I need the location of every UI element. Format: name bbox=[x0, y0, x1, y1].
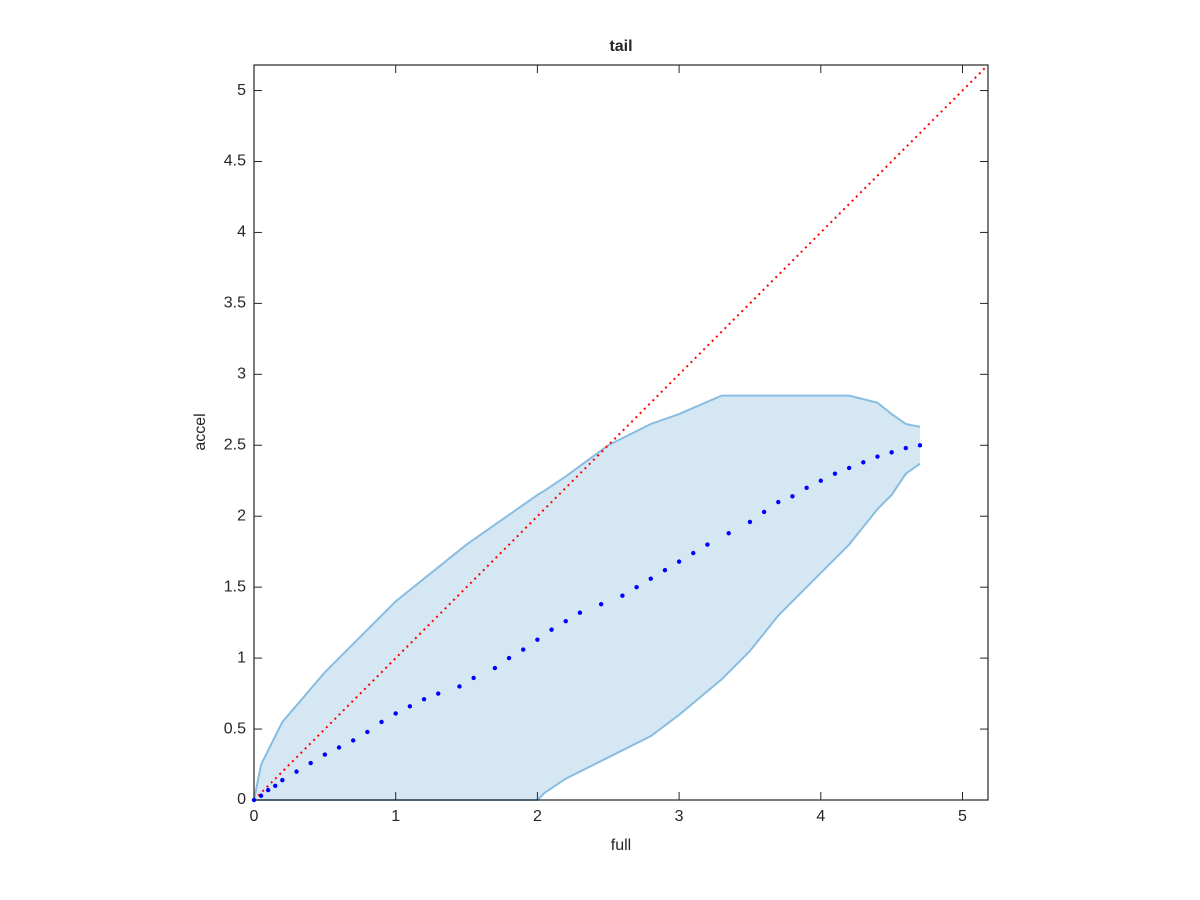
y-tick-label: 0.5 bbox=[224, 720, 246, 737]
point bbox=[832, 471, 838, 476]
point bbox=[535, 637, 540, 642]
point bbox=[691, 550, 696, 556]
x-tick-label: 5 bbox=[958, 808, 967, 825]
point bbox=[251, 797, 257, 803]
point bbox=[350, 738, 356, 743]
point bbox=[421, 697, 427, 702]
point bbox=[336, 745, 342, 750]
point bbox=[804, 485, 809, 491]
x-tick-label: 3 bbox=[675, 808, 684, 825]
band-area bbox=[254, 395, 920, 800]
y-tick-label: 1 bbox=[237, 649, 246, 666]
y-axis-label: accel bbox=[192, 413, 209, 450]
point bbox=[776, 499, 781, 505]
y-tick-label: 0 bbox=[237, 791, 246, 808]
y-tick-label: 5 bbox=[237, 82, 246, 99]
point bbox=[308, 760, 313, 766]
point bbox=[471, 675, 476, 681]
point bbox=[273, 783, 278, 789]
point bbox=[875, 454, 880, 459]
y-tick-label: 1.5 bbox=[224, 578, 246, 595]
x-tick-label: 1 bbox=[391, 808, 400, 825]
x-tick-label: 2 bbox=[533, 808, 542, 825]
y-tick-label: 4 bbox=[237, 224, 246, 241]
point bbox=[506, 655, 512, 661]
point bbox=[322, 752, 328, 757]
point bbox=[492, 665, 498, 671]
point bbox=[818, 478, 823, 483]
y-tick-label: 3.5 bbox=[224, 295, 246, 312]
point bbox=[407, 704, 413, 709]
point bbox=[861, 460, 866, 465]
point bbox=[903, 445, 909, 451]
point bbox=[365, 729, 370, 735]
point bbox=[598, 601, 604, 607]
point bbox=[761, 509, 767, 515]
point bbox=[846, 465, 852, 471]
point bbox=[379, 719, 384, 725]
point bbox=[790, 494, 795, 499]
point bbox=[294, 769, 299, 774]
y-tick-label: 3 bbox=[237, 366, 246, 383]
chart-title: tail bbox=[609, 38, 632, 55]
plot-frame bbox=[253, 64, 989, 801]
point bbox=[436, 691, 441, 696]
point bbox=[676, 559, 682, 564]
x-tick-label: 0 bbox=[250, 808, 259, 825]
reference-line bbox=[253, 64, 989, 801]
point bbox=[747, 519, 753, 525]
x-tick-label: 4 bbox=[816, 808, 825, 825]
point bbox=[549, 627, 554, 632]
y-tick-label: 2.5 bbox=[224, 436, 246, 453]
point bbox=[705, 542, 710, 547]
point bbox=[563, 619, 568, 624]
point bbox=[634, 584, 639, 590]
band-upper-edge bbox=[253, 394, 921, 801]
point bbox=[280, 777, 285, 783]
point bbox=[265, 787, 271, 793]
y-tick-label: 4.5 bbox=[224, 153, 246, 170]
x-axis-label: full bbox=[611, 837, 631, 854]
point bbox=[577, 610, 583, 615]
point bbox=[521, 647, 526, 652]
point bbox=[889, 450, 894, 455]
point bbox=[393, 711, 398, 716]
point bbox=[662, 567, 668, 573]
point bbox=[917, 443, 923, 448]
point bbox=[258, 793, 264, 798]
point bbox=[648, 576, 653, 581]
y-tick-label: 2 bbox=[237, 507, 246, 524]
point bbox=[620, 593, 625, 598]
point bbox=[457, 684, 462, 689]
point bbox=[726, 531, 731, 536]
